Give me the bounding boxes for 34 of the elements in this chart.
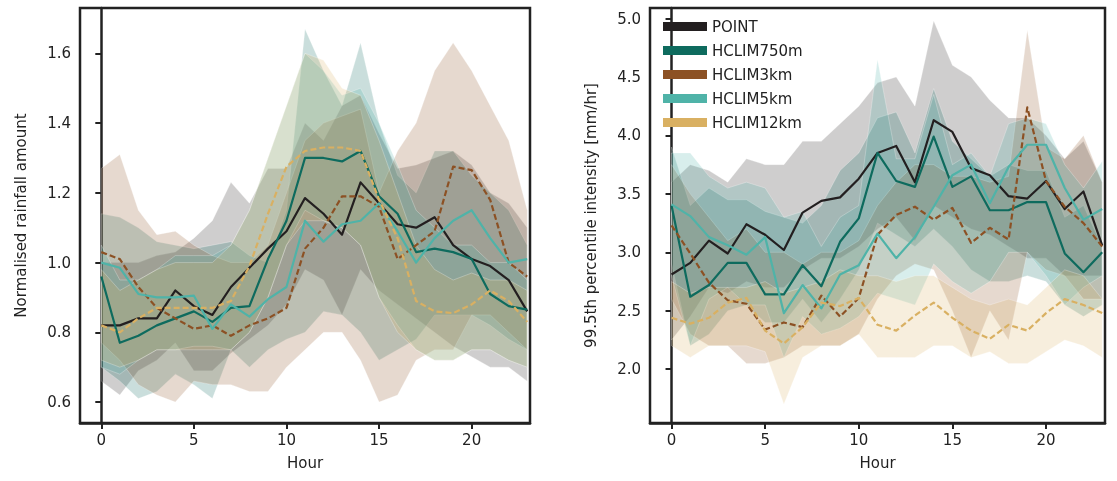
x-axis-title: Hour xyxy=(286,453,324,472)
legend-label: HCLIM5km xyxy=(712,89,793,108)
y-tick-label: 0.8 xyxy=(47,323,71,342)
x-tick-label: 15 xyxy=(942,430,962,449)
y-tick-label: 3.0 xyxy=(617,243,641,262)
y-axis-title: 99.5th percentile intensity [mm/hr] xyxy=(581,83,600,348)
x-tick-label: 10 xyxy=(276,430,297,449)
line-series xyxy=(100,202,529,330)
y-tick-label: 1.2 xyxy=(47,183,71,202)
y-tick-label: 4.0 xyxy=(617,126,641,145)
y-tick-label: 1.4 xyxy=(47,114,71,133)
x-tick-label: 5 xyxy=(760,430,770,449)
x-tick-label: 5 xyxy=(189,430,199,449)
legend-label: HCLIM12km xyxy=(712,113,802,132)
legend-label: POINT xyxy=(712,17,759,36)
x-tick-label: 20 xyxy=(1036,430,1056,449)
x-tick-label: 0 xyxy=(666,430,677,449)
y-tick-label: 3.5 xyxy=(617,184,641,203)
x-tick-label: 15 xyxy=(369,430,389,449)
legend-label: HCLIM3km xyxy=(712,65,793,84)
line-series xyxy=(670,296,1104,345)
x-axis-title: Hour xyxy=(859,453,897,472)
legend-label: HCLIM750m xyxy=(712,41,803,60)
x-tick-label: 20 xyxy=(462,430,482,449)
y-tick-label: 2.0 xyxy=(617,360,641,379)
y-axis-title: Normalised rainfall amount xyxy=(11,113,30,318)
y-tick-label: 0.6 xyxy=(47,393,71,412)
y-tick-label: 5.0 xyxy=(617,9,641,28)
y-tick-label: 4.5 xyxy=(617,67,641,86)
x-tick-label: 10 xyxy=(849,430,869,449)
y-tick-label: 1.0 xyxy=(47,253,71,272)
y-tick-label: 1.6 xyxy=(47,44,71,63)
y-tick-label: 2.5 xyxy=(617,301,641,320)
x-tick-label: 0 xyxy=(96,430,107,449)
